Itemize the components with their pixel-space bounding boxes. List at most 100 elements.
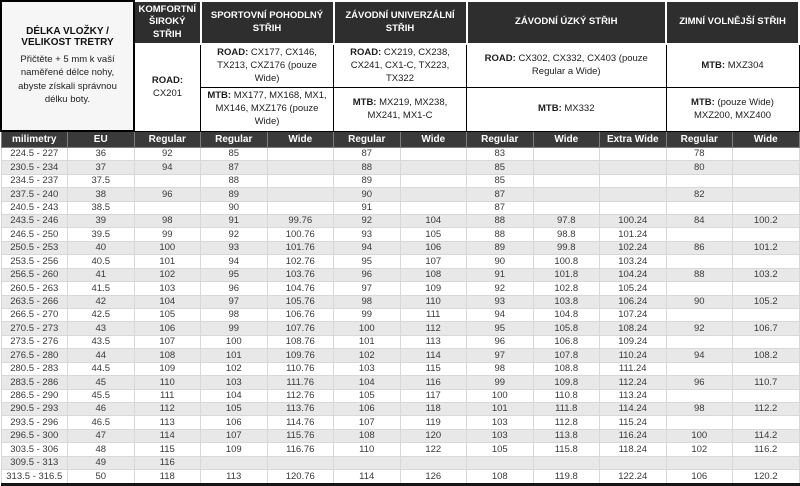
cell-size: 101.24	[599, 227, 667, 242]
cell-size: 112.24	[599, 375, 667, 390]
cell-size: 98	[333, 294, 401, 309]
cell-size: 113.24	[599, 388, 667, 403]
table-row: 253.5 - 256 40.5 101 94 102.76 95 107 90 100.8 10…	[0, 254, 800, 269]
cell-size: 100	[333, 321, 401, 336]
col-header-regular: Regular	[133, 130, 201, 148]
cell-size: 120.76	[266, 469, 334, 485]
cell-mm: 256.5 - 260	[0, 267, 68, 283]
cell-size: 105.24	[599, 281, 667, 296]
col-header-regular: Regular	[333, 130, 401, 148]
cell-size: 112	[133, 401, 201, 417]
cell-size: 96	[200, 281, 268, 296]
cell-size	[399, 187, 467, 202]
cell-size: 108.24	[599, 321, 667, 336]
cell-size: 109	[399, 281, 467, 296]
models-list: MX332	[564, 103, 595, 115]
cell-size	[732, 227, 800, 242]
cell-size: 104.76	[266, 281, 334, 296]
cell-mm: 313.5 - 316.5	[0, 469, 68, 485]
models-zimni-mtb-1: MTB: MXZ304	[665, 43, 800, 89]
table-row: 224.5 - 227 36 92 85 87 83 78	[0, 146, 800, 162]
cell-size: 97.8	[532, 213, 600, 229]
table-row: 237.5 - 240 38 96 89 90 87 82	[0, 187, 800, 202]
cell-size	[665, 254, 733, 269]
cell-size: 112	[399, 321, 467, 336]
cell-size: 103	[133, 281, 201, 296]
cell-size: 98	[466, 361, 534, 377]
cell-size: 115.76	[266, 428, 334, 444]
cell-size: 103.8	[532, 294, 600, 309]
cell-size: 106.76	[266, 307, 334, 323]
cell-eu: 45.5	[67, 388, 135, 403]
col-header-extra-wide: Extra Wide	[599, 130, 667, 148]
cell-size	[665, 415, 733, 430]
cell-size: 88	[665, 267, 733, 283]
models-label: MTB:	[352, 96, 377, 108]
table-row: 293.5 - 296 46.5 113 106 114.76 107 119 103 112.…	[0, 415, 800, 430]
cell-size	[399, 146, 467, 162]
cell-size: 90	[333, 187, 401, 202]
cell-size: 102	[665, 442, 733, 457]
cell-size: 90	[665, 294, 733, 309]
cell-size: 96	[466, 334, 534, 350]
cell-size: 105.8	[532, 321, 600, 336]
cell-size: 92	[466, 281, 534, 296]
cell-size: 116	[133, 455, 201, 471]
table-row: 290.5 - 293 46 112 105 113.76 106 118 101 111.8 1…	[0, 401, 800, 417]
table-row: 273.5 - 276 43.5 107 100 108.76 101 113 96 106.8…	[0, 334, 800, 350]
cell-size: 106	[133, 321, 201, 336]
cell-size: 108.2	[732, 348, 800, 363]
cell-eu: 39	[67, 213, 135, 229]
cell-size: 86	[665, 240, 733, 256]
cell-size: 91	[466, 267, 534, 283]
cell-size	[732, 455, 800, 471]
cell-size: 104.24	[599, 267, 667, 283]
cell-size: 110.76	[266, 361, 334, 377]
cell-size: 107.24	[599, 307, 667, 323]
cell-size: 97	[200, 294, 268, 309]
cell-size: 98	[665, 401, 733, 417]
cell-size	[732, 281, 800, 296]
cell-size	[732, 254, 800, 269]
cell-mm: 266.5 - 270	[0, 307, 68, 323]
cell-size: 107.8	[532, 348, 600, 363]
cell-size: 99	[133, 227, 201, 242]
cell-size: 114.2	[732, 428, 800, 444]
table-row: 256.5 - 260 41 102 95 103.76 96 108 91 101.8 104.…	[0, 267, 800, 283]
models-row-1: ROAD: CX201 ROAD: CX177, CX146, TX213, C…	[1, 43, 800, 132]
cell-size: 99	[200, 321, 268, 336]
col-header-regular: Regular	[665, 130, 733, 148]
cell-size: 102.24	[599, 240, 667, 256]
col-header-wide: Wide	[532, 130, 600, 148]
cell-size: 83	[466, 146, 534, 162]
table-row: 263.5 - 266 42 104 97 105.76 98 110 93 103.8 106.…	[0, 294, 800, 309]
cell-size: 107	[200, 428, 268, 444]
cell-size: 99.76	[266, 213, 334, 229]
col-header-wide: Wide	[732, 130, 800, 148]
cell-size: 99	[466, 375, 534, 390]
cell-size: 114	[133, 428, 201, 444]
cell-size	[399, 200, 467, 216]
cell-mm: 224.5 - 227	[0, 146, 68, 162]
cell-size	[333, 455, 401, 471]
cell-mm: 253.5 - 256	[0, 254, 68, 269]
cell-size: 90	[466, 254, 534, 269]
cell-size	[266, 160, 334, 175]
cell-size: 91	[200, 213, 268, 229]
table-row: 240.5 - 243 38.5 90 91 87	[0, 200, 800, 216]
cell-eu: 50	[67, 469, 135, 485]
cell-eu: 38.5	[67, 200, 135, 216]
cell-mm: 234.5 - 237	[0, 173, 68, 189]
cell-size: 108	[466, 469, 534, 485]
models-list: MXZ304	[727, 59, 764, 71]
cell-size: 95	[200, 267, 268, 283]
cell-size: 102	[133, 267, 201, 283]
cell-eu: 43	[67, 321, 135, 336]
cell-size	[200, 455, 268, 471]
cell-eu: 47	[67, 428, 135, 444]
table-row: 243.5 - 246 39 98 91 99.76 92 104 88 97.8 100.24 8…	[0, 213, 800, 229]
cell-eu: 49	[67, 455, 135, 471]
cell-size: 106	[665, 469, 733, 485]
cell-size: 105	[466, 442, 534, 457]
